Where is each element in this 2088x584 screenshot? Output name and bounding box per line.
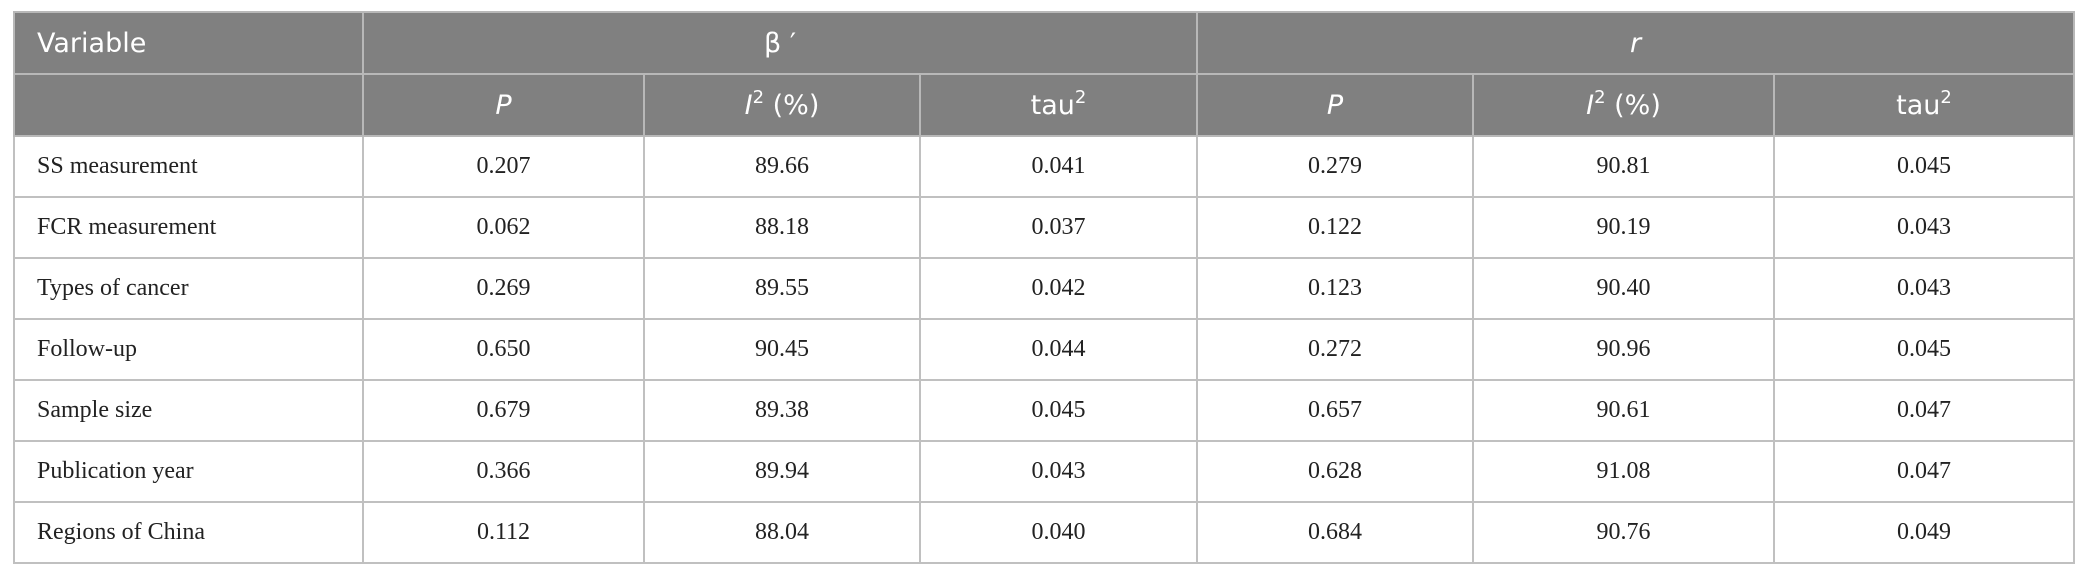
cell: 0.112	[362, 501, 645, 564]
cell: 0.042	[918, 257, 1199, 320]
cell: 0.272	[1196, 318, 1475, 381]
cell: 0.045	[1773, 135, 2076, 198]
sub-header-row: P I2 (%) tau2 P I2 (%) tau2	[13, 73, 2076, 137]
table-row: Follow-up 0.650 90.45 0.044 0.272 90.96 0.045	[13, 318, 2076, 381]
table-row: FCR measurement 0.062 88.18 0.037 0.122 90.19…	[13, 196, 2076, 259]
cell: 0.366	[362, 440, 645, 503]
cell: 88.18	[643, 196, 921, 259]
header-text: (%)	[1605, 89, 1661, 121]
header-text: P	[495, 89, 512, 121]
cell: 0.037	[918, 196, 1199, 259]
cell: 0.049	[1773, 501, 2076, 564]
cell: 0.045	[918, 379, 1199, 442]
cell: 90.96	[1472, 318, 1776, 381]
cell: 0.679	[362, 379, 645, 442]
cell: 90.61	[1472, 379, 1776, 442]
table-row: Types of cancer 0.269 89.55 0.042 0.123 90.40…	[13, 257, 2076, 320]
header-cell: I2 (%)	[1472, 73, 1776, 137]
header-text: tau	[1896, 89, 1941, 121]
header-cell: I2 (%)	[643, 73, 921, 137]
table-row: SS measurement 0.207 89.66 0.041 0.279 90.81 0…	[13, 135, 2076, 198]
cell: 0.657	[1196, 379, 1475, 442]
row-label: Publication year	[13, 440, 364, 503]
header-cell: P	[362, 73, 645, 137]
superscript: 2	[1074, 86, 1087, 108]
cell: 0.269	[362, 257, 645, 320]
cell: 89.38	[643, 379, 921, 442]
header-text: I	[1586, 89, 1595, 121]
cell: 90.76	[1472, 501, 1776, 564]
header-text: tau	[1030, 89, 1075, 121]
table-row: Sample size 0.679 89.38 0.045 0.657 90.61 0.04…	[13, 379, 2076, 442]
cell: 89.55	[643, 257, 921, 320]
cell: 91.08	[1472, 440, 1776, 503]
cell: 90.81	[1472, 135, 1776, 198]
cell: 0.650	[362, 318, 645, 381]
cell: 90.19	[1472, 196, 1776, 259]
group-header-row: Variable β ′ r	[13, 11, 2076, 75]
row-label: Sample size	[13, 379, 364, 442]
cell: 0.047	[1773, 379, 2076, 442]
header-cell: P	[1196, 73, 1475, 137]
cell: 0.123	[1196, 257, 1475, 320]
header-text: I	[744, 89, 753, 121]
row-label: FCR measurement	[13, 196, 364, 259]
row-label: Follow-up	[13, 318, 364, 381]
table-row: Publication year 0.366 89.94 0.043 0.628 91.0…	[13, 440, 2076, 503]
header-cell: tau2	[1773, 73, 2076, 137]
cell: 89.94	[643, 440, 921, 503]
cell: 0.044	[918, 318, 1199, 381]
table: Variable β ′ r P I2 (%) tau2 P I2 (%) tau2 SS…	[13, 11, 2076, 564]
superscript: 2	[752, 86, 765, 108]
table-row: Regions of China 0.112 88.04 0.040 0.684 90.7…	[13, 501, 2076, 564]
cell: 0.279	[1196, 135, 1475, 198]
header-cell: r	[1196, 11, 2076, 75]
cell: 90.40	[1472, 257, 1776, 320]
cell: 0.047	[1773, 440, 2076, 503]
header-text: P	[1326, 89, 1344, 121]
header-cell: β ′	[361, 11, 1199, 75]
cell: 0.062	[362, 196, 645, 259]
header-cell: tau2	[918, 73, 1199, 137]
cell: 0.040	[918, 501, 1199, 564]
superscript: 2	[1594, 86, 1606, 108]
superscript: 2	[1940, 86, 1952, 108]
table-container: Variable β ′ r P I2 (%) tau2 P I2 (%) tau2 SS…	[13, 11, 2076, 564]
cell: 88.04	[643, 501, 921, 564]
cell: 0.043	[1773, 257, 2076, 320]
cell: 0.122	[1196, 196, 1475, 259]
header-cell: Variable	[13, 11, 364, 75]
cell: 90.45	[643, 318, 921, 381]
cell: 0.684	[1196, 501, 1475, 564]
cell: 0.043	[1773, 196, 2076, 259]
header-cell	[13, 73, 364, 137]
row-label: Types of cancer	[13, 257, 364, 320]
cell: 0.628	[1196, 440, 1475, 503]
table-header: Variable β ′ r P I2 (%) tau2 P I2 (%) tau2	[13, 11, 2076, 137]
cell: 0.043	[918, 440, 1199, 503]
cell: 0.045	[1773, 318, 2076, 381]
row-label: SS measurement	[13, 135, 364, 198]
cell: 89.66	[643, 135, 921, 198]
cell: 0.207	[362, 135, 645, 198]
row-label: Regions of China	[13, 501, 364, 564]
cell: 0.041	[918, 135, 1199, 198]
table-body: SS measurement 0.207 89.66 0.041 0.279 90.81 0…	[13, 135, 2076, 564]
header-text: (%)	[764, 89, 820, 121]
